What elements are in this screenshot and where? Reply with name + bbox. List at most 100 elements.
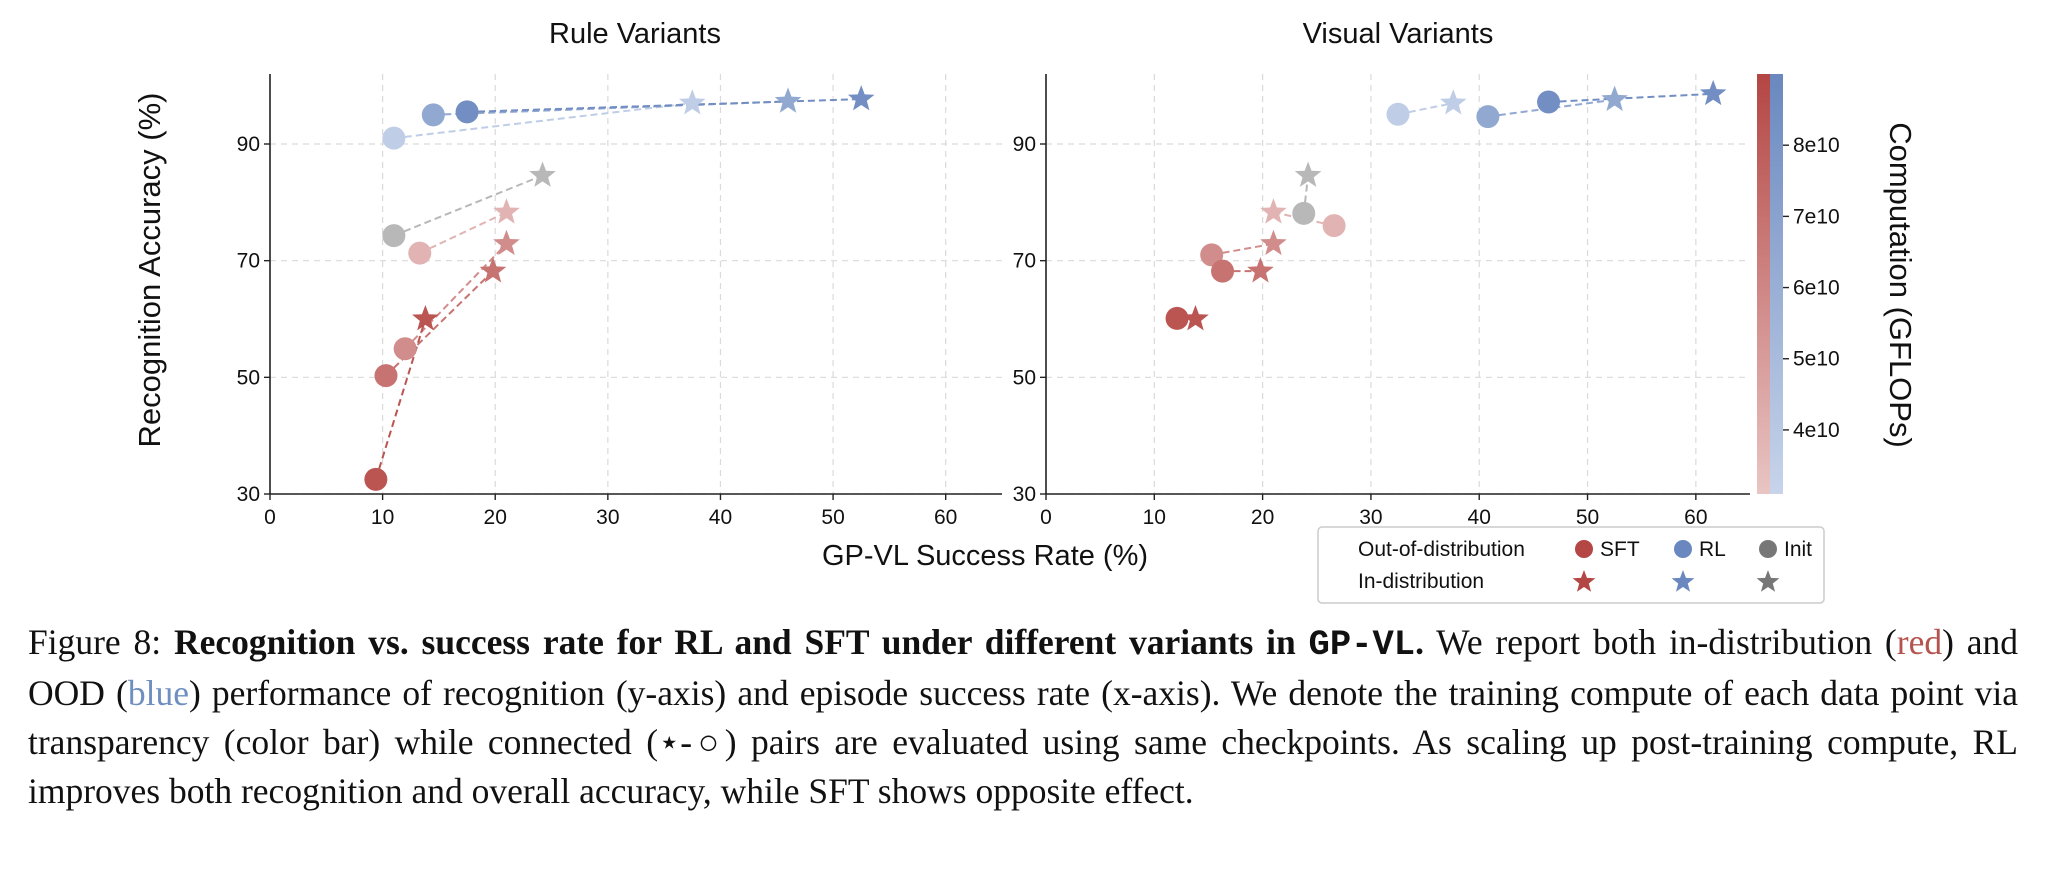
caption-bold-end: . — [1415, 622, 1424, 662]
ood-point-rl — [1476, 105, 1500, 129]
pair-connector-sft — [419, 211, 507, 254]
legend-rl-star — [1671, 570, 1695, 592]
id-point-rl — [678, 89, 706, 115]
x-tick-label: 40 — [709, 506, 732, 529]
y-axis-label: Recognition Accuracy (%) — [132, 93, 167, 448]
x-tick-label: 10 — [371, 506, 394, 529]
ood-point-sft — [1211, 259, 1235, 283]
gridlines — [1045, 74, 1750, 495]
ood-point-rl — [421, 103, 445, 127]
id-point-sft — [1260, 198, 1287, 224]
id-point-init — [1294, 161, 1322, 187]
x-tick-label: 0 — [264, 506, 276, 529]
legend-init-star — [1756, 570, 1780, 592]
chart-title: Visual Variants — [1303, 18, 1494, 50]
colorbar-tick-label: 8e10 — [1793, 134, 1840, 157]
legend-init-label: Init — [1784, 538, 1812, 561]
y-tick-label: 30 — [1013, 483, 1036, 506]
x-tick-label: 30 — [1359, 506, 1382, 529]
legend-row-id-label: In-distribution — [1358, 570, 1484, 593]
caption-blue-word: blue — [127, 673, 189, 713]
ood-point-sft — [1200, 243, 1224, 267]
colorbar-ticks: 8e10 7e10 6e10 5e10 4e10 — [1783, 134, 1840, 442]
y-tick-label: 50 — [1013, 366, 1036, 389]
id-point-rl — [1439, 89, 1467, 115]
id-point-sft — [493, 229, 520, 256]
pair-connector-rl — [1548, 92, 1714, 103]
legend-sft-circle — [1575, 540, 1593, 558]
y-tick-label: 50 — [237, 366, 260, 389]
id-point-sft — [1260, 229, 1287, 256]
legend: Out-of-distribution In-distribution SFT … — [1317, 526, 1825, 604]
panel-rule-variants: Rule Variants 0 10 20 30 40 50 60 30 50 70 90 Reco… — [132, 18, 1002, 529]
gridlines — [269, 74, 1002, 495]
id-point-sft — [479, 257, 507, 283]
caption-text-3: ) performance of recognition (y-axis) an… — [28, 673, 2018, 811]
ood-point-rl — [1386, 102, 1410, 126]
y-tick-label: 70 — [1013, 250, 1036, 273]
id-point-rl — [774, 87, 802, 113]
legend-frame — [1317, 526, 1825, 604]
id-point-rl — [847, 85, 875, 111]
x-tick-label: 20 — [484, 506, 507, 529]
y-tick-label: 70 — [237, 250, 260, 273]
x-tick-label: 60 — [1684, 506, 1707, 529]
figure-caption: Figure 8: Recognition vs. success rate f… — [28, 618, 2018, 816]
chart-title: Rule Variants — [549, 18, 721, 50]
legend-sft-label: SFT — [1600, 538, 1640, 561]
x-tick-label: 0 — [1040, 506, 1052, 529]
caption-figure-label: Figure 8: — [28, 622, 162, 662]
ood-point-sft — [1165, 306, 1189, 330]
caption-text-2: ) and OOD ( — [28, 622, 2019, 713]
id-point-sft — [1247, 257, 1274, 283]
legend-init-circle — [1759, 540, 1777, 558]
data-marks — [364, 85, 875, 491]
caption-red-word: red — [1896, 622, 1943, 662]
figure-8-chart: Rule Variants 0 10 20 30 40 50 60 30 50 70 90 Reco… — [132, 18, 1918, 604]
ood-point-init — [382, 224, 406, 248]
pair-connector-rl — [1397, 102, 1454, 116]
caption-text-1: We report both in-distribution ( — [1436, 622, 1897, 662]
colorbar-tick-label: 6e10 — [1793, 277, 1840, 300]
x-axis-label: GP-VL Success Rate (%) — [822, 540, 1148, 572]
legend-rl-label: RL — [1699, 538, 1726, 561]
x-tick-label: 40 — [1468, 506, 1491, 529]
colorbar-tick-label: 4e10 — [1793, 419, 1840, 442]
data-marks — [1165, 79, 1727, 331]
id-point-init — [529, 161, 556, 187]
pair-connector-sft — [385, 270, 494, 377]
axes: 0 10 20 30 40 50 60 30 50 70 90 — [237, 74, 1002, 529]
axes: 0 10 20 30 40 50 60 30 50 70 90 — [1013, 74, 1750, 529]
ood-point-sft — [1322, 214, 1346, 238]
ood-point-rl — [382, 126, 406, 150]
id-point-rl — [1699, 79, 1727, 106]
legend-sft-star — [1572, 570, 1596, 592]
id-point-rl — [1601, 85, 1628, 111]
colorbar-rl-strip — [1770, 74, 1783, 494]
x-tick-label: 30 — [596, 506, 619, 529]
y-tick-label: 90 — [237, 133, 260, 156]
caption-bold-code: GP-VL — [1308, 624, 1416, 665]
id-point-sft — [412, 305, 439, 331]
pair-connector-sft — [374, 318, 427, 480]
x-tick-label: 60 — [934, 506, 957, 529]
x-tick-label: 10 — [1143, 506, 1166, 529]
ood-point-sft — [364, 467, 388, 491]
panel-visual-variants: Visual Variants 0 10 20 30 40 50 60 30 50 70 90 — [1013, 18, 1750, 529]
colorbar-tick-label: 7e10 — [1793, 205, 1840, 228]
ood-point-sft — [393, 337, 417, 361]
y-tick-label: 30 — [237, 483, 260, 506]
legend-rl-circle — [1674, 540, 1692, 558]
y-tick-label: 90 — [1013, 133, 1036, 156]
ood-point-init — [1292, 201, 1316, 225]
colorbar: 8e10 7e10 6e10 5e10 4e10 Computation (GFLOPs… — [1757, 74, 1918, 494]
pair-connector-init — [393, 174, 543, 237]
pair-connector-rl — [393, 102, 693, 140]
ood-point-rl — [1537, 90, 1561, 114]
caption-bold-lead: Recognition vs. success rate for RL and … — [173, 622, 1296, 662]
colorbar-label: Computation (GFLOPs) — [1883, 122, 1918, 448]
id-point-sft — [1182, 305, 1209, 331]
x-tick-label: 50 — [1576, 506, 1599, 529]
id-point-sft — [493, 198, 520, 224]
colorbar-sft-strip — [1757, 74, 1770, 494]
